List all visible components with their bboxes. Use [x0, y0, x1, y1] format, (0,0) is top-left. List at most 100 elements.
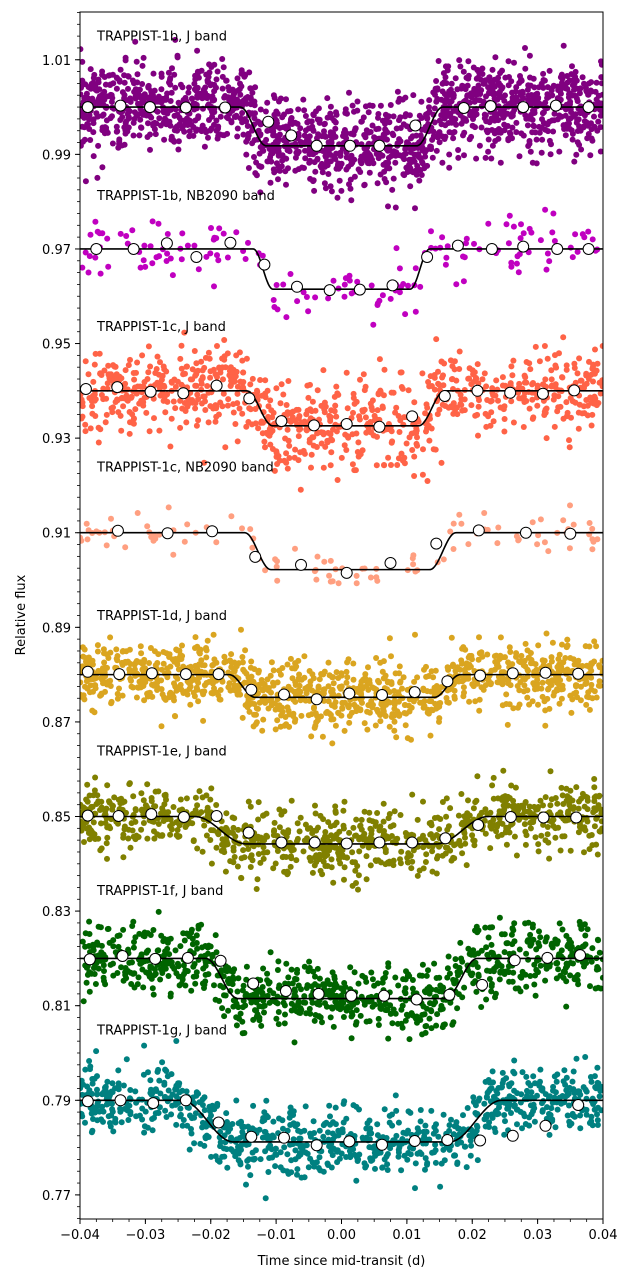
data-point — [458, 791, 465, 797]
data-point — [147, 363, 154, 370]
data-point — [119, 692, 126, 699]
data-point — [450, 107, 457, 114]
data-point — [360, 676, 367, 683]
data-point — [167, 98, 174, 104]
data-point — [402, 146, 409, 153]
data-point — [247, 85, 254, 92]
data-point — [583, 701, 590, 708]
data-point — [598, 818, 603, 825]
data-point — [171, 127, 178, 134]
data-point — [333, 413, 340, 420]
data-point — [94, 648, 101, 655]
data-point — [318, 440, 325, 447]
data-point — [176, 822, 183, 829]
data-point — [534, 806, 541, 813]
data-point — [478, 124, 485, 131]
data-point — [333, 831, 340, 838]
data-point — [409, 791, 416, 798]
data-point — [324, 95, 331, 102]
data-point — [271, 819, 278, 826]
data-point — [525, 97, 532, 103]
data-point — [228, 664, 235, 671]
data-point — [346, 713, 353, 719]
data-point — [295, 106, 302, 113]
data-point — [249, 375, 256, 382]
data-point — [455, 812, 462, 819]
data-point — [440, 382, 447, 389]
data-point — [426, 698, 433, 705]
data-point — [198, 358, 205, 365]
data-point — [297, 814, 304, 821]
data-point — [522, 65, 529, 72]
data-point — [155, 908, 162, 915]
data-point — [338, 187, 345, 194]
data-point — [547, 802, 554, 809]
data-point — [586, 832, 593, 839]
data-point — [481, 115, 488, 122]
data-point — [372, 819, 379, 826]
data-point — [132, 384, 138, 391]
data-point — [185, 89, 192, 96]
data-point — [547, 768, 554, 775]
data-point — [435, 58, 442, 64]
data-point — [179, 84, 186, 91]
data-point — [268, 407, 275, 414]
data-point — [372, 722, 379, 729]
data-point — [347, 185, 354, 192]
data-point — [301, 107, 308, 114]
data-point — [283, 854, 290, 860]
data-point — [105, 655, 112, 661]
data-point — [307, 678, 314, 685]
data-point — [104, 681, 111, 688]
data-point — [220, 390, 227, 397]
data-point — [230, 401, 237, 408]
data-point — [306, 151, 313, 158]
data-point — [292, 682, 299, 688]
data-point — [233, 229, 240, 236]
data-point — [282, 435, 289, 442]
data-point — [145, 120, 151, 127]
data-point — [245, 674, 252, 681]
data-point — [186, 84, 192, 91]
data-point — [256, 681, 262, 688]
data-point — [302, 697, 309, 704]
data-point — [196, 810, 203, 817]
data-point — [107, 634, 114, 641]
data-point — [315, 683, 322, 690]
data-point — [414, 434, 420, 441]
data-point — [574, 98, 581, 105]
data-point — [130, 370, 137, 376]
data-point — [242, 256, 249, 262]
data-point — [358, 118, 365, 125]
data-point — [374, 407, 381, 414]
data-point — [166, 118, 173, 125]
data-point — [238, 875, 245, 882]
data-point — [462, 840, 469, 847]
data-point — [134, 510, 141, 516]
data-point — [331, 822, 338, 829]
data-point — [599, 383, 603, 390]
data-point — [408, 865, 415, 872]
data-point — [526, 803, 533, 810]
data-point — [379, 403, 386, 410]
data-point — [302, 127, 309, 134]
data-point — [193, 422, 200, 429]
data-point — [544, 831, 551, 838]
data-point — [530, 75, 537, 82]
data-point — [338, 454, 345, 461]
data-point — [449, 130, 456, 136]
data-point — [130, 132, 137, 139]
data-point — [155, 947, 162, 954]
data-point — [310, 705, 317, 712]
data-point — [294, 298, 301, 305]
data-point — [471, 837, 478, 844]
data-point — [343, 166, 350, 173]
data-point — [203, 645, 209, 651]
data-point — [194, 845, 201, 852]
data-point — [133, 832, 140, 839]
data-point — [200, 717, 207, 724]
data-point — [298, 419, 305, 426]
data-point — [203, 832, 210, 839]
data-point — [264, 676, 271, 683]
data-point — [375, 1022, 382, 1028]
